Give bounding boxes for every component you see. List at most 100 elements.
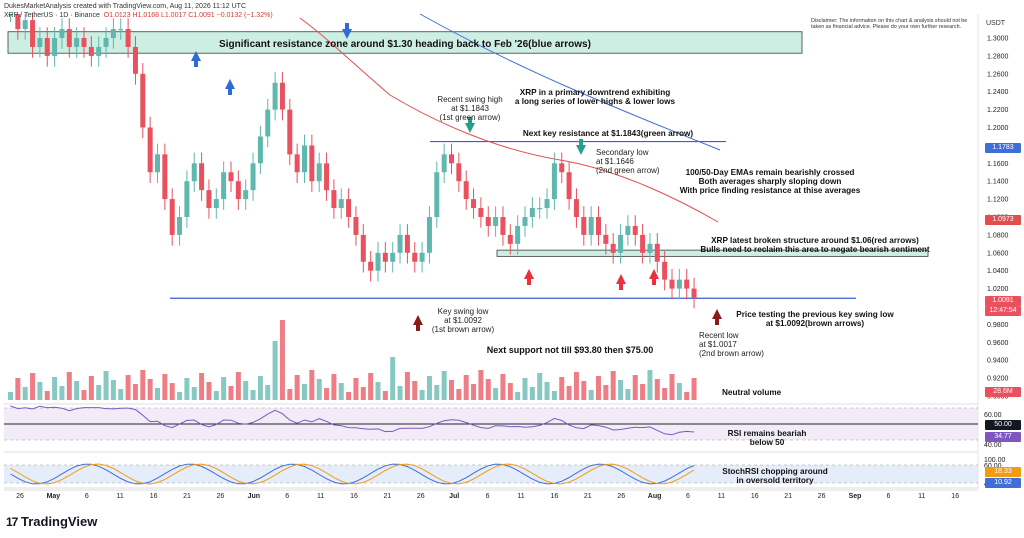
candle	[463, 181, 469, 200]
candle	[551, 163, 557, 200]
volume-bar	[691, 378, 697, 400]
volume-bar	[382, 391, 388, 400]
candle	[96, 46, 102, 56]
volume-bar	[309, 370, 315, 400]
candle	[404, 234, 410, 253]
author-line: DukesMarketAnalysis created with Trading…	[4, 3, 247, 10]
candle	[500, 217, 506, 235]
candle	[375, 252, 381, 271]
candle	[625, 225, 631, 235]
rsi-line	[10, 405, 695, 436]
volume-bar	[272, 341, 278, 400]
candle	[456, 163, 462, 182]
candle	[449, 154, 454, 164]
swing-high-label: Recent swing high at $1.1843 (1st green ar…	[437, 95, 503, 122]
candle	[125, 29, 131, 47]
candle	[390, 252, 396, 262]
volume-bar	[213, 391, 219, 400]
volume-bar	[316, 379, 322, 400]
volume-bar	[44, 391, 50, 400]
rsi-label: RSI remains beariah below 50	[727, 429, 807, 447]
volume-bar	[177, 392, 183, 400]
y-tick-label: 1.0400	[987, 268, 1009, 275]
volume-bar	[610, 371, 616, 400]
volume-bar	[265, 385, 271, 400]
volume-bar	[250, 390, 256, 400]
volume-bar	[654, 379, 660, 400]
candle	[669, 279, 675, 289]
last-price-tag: 1.0091	[985, 296, 1021, 306]
volume-bar	[500, 374, 506, 400]
y-tick-label: 1.0800	[987, 232, 1009, 239]
x-tick-label: 26	[16, 493, 24, 500]
red-up-arrow	[649, 269, 659, 285]
volume-bar	[625, 389, 631, 400]
x-tick-label: 16	[350, 493, 358, 500]
stoch-band	[4, 465, 978, 483]
volume-bar	[684, 392, 690, 400]
candle	[412, 252, 418, 262]
broken-structure-label: XRP latest broken structure around $1.06…	[700, 236, 930, 254]
candle	[140, 73, 146, 128]
volume-bar	[603, 385, 609, 400]
symbol: XRP / TetherUS · 1D · Binance	[4, 12, 100, 19]
candle	[324, 163, 330, 191]
candle	[522, 217, 528, 226]
volume-bar	[471, 384, 477, 400]
x-tick-label: 11	[918, 493, 925, 500]
candle	[353, 217, 359, 235]
volume-bar	[640, 384, 646, 400]
ema50-price-tag: 1.0973	[985, 215, 1021, 225]
volume-bar	[8, 392, 13, 400]
y-tick-label: 0.9800	[987, 322, 1009, 329]
x-tick-label: 16	[150, 493, 158, 500]
volume-bar	[88, 376, 94, 400]
volume-bar	[147, 379, 153, 400]
volume-bar	[206, 382, 212, 400]
candle	[250, 163, 256, 191]
y-tick-label: 1.2600	[987, 71, 1009, 78]
y-tick-label: 0.9400	[987, 358, 1009, 365]
candle	[610, 243, 616, 253]
candle	[676, 279, 682, 289]
candle	[382, 252, 388, 262]
recent-low-label: Recent low at $1.0017 (2nd brown arrow)	[699, 331, 764, 358]
brown-up-arrow	[413, 315, 423, 331]
candle	[15, 14, 21, 30]
x-tick-label: 21	[584, 493, 592, 500]
volume-bar	[22, 387, 28, 400]
candle	[507, 234, 513, 244]
volume-bar	[596, 376, 601, 400]
disclaimer: Disclaimer: The information on this char…	[811, 18, 968, 31]
volume-bar	[493, 388, 499, 400]
volume-bar	[37, 382, 43, 400]
candle	[596, 217, 601, 235]
rsi-tick-label: 60.00	[984, 412, 1002, 419]
candle	[235, 181, 241, 200]
volume-bar	[456, 389, 462, 400]
x-tick-label: 6	[285, 493, 289, 500]
brown-up-arrow	[712, 309, 722, 325]
candle	[30, 20, 36, 47]
candle	[338, 199, 344, 209]
volume-bar	[515, 392, 521, 400]
x-tick-label: 21	[183, 493, 191, 500]
candle	[537, 208, 543, 210]
volume-bar	[404, 372, 410, 400]
candle	[485, 217, 491, 226]
volume-bar	[169, 383, 175, 400]
brand-logo: 17 TradingView	[6, 514, 98, 529]
x-tick-label: 26	[417, 493, 425, 500]
candle	[640, 234, 646, 253]
x-tick-label: May	[47, 493, 61, 500]
candle	[118, 29, 124, 31]
stoch-d-line	[10, 463, 695, 485]
candle	[287, 109, 293, 155]
y-tick-label: 1.2200	[987, 107, 1009, 114]
volume-bar	[441, 371, 447, 400]
x-tick-label: 11	[517, 493, 524, 500]
y-tick-label: 1.1200	[987, 197, 1009, 204]
volume-bar	[331, 374, 337, 400]
volume-bar	[588, 390, 594, 400]
candle	[654, 243, 660, 262]
